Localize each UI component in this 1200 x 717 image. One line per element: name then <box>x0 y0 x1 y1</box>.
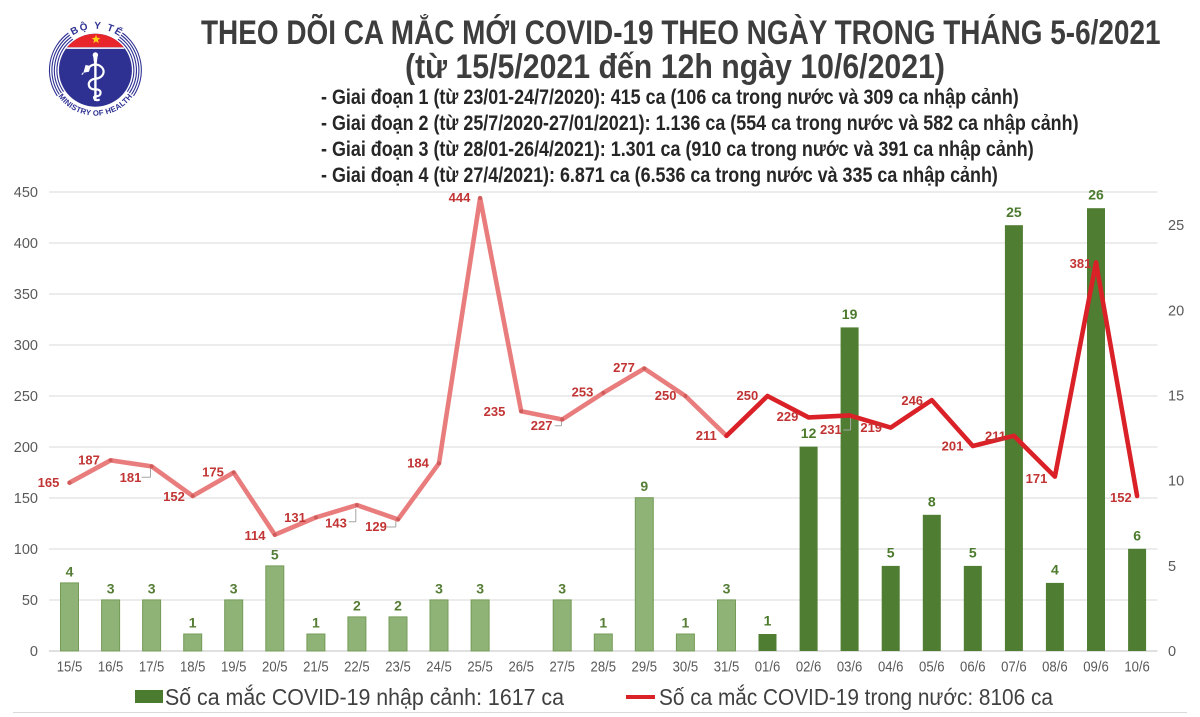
svg-text:15/5: 15/5 <box>57 660 83 676</box>
svg-text:3: 3 <box>435 580 443 596</box>
svg-text:16/5: 16/5 <box>98 660 124 676</box>
svg-text:231: 231 <box>820 422 842 437</box>
svg-text:219: 219 <box>860 420 882 435</box>
svg-text:3: 3 <box>723 580 731 596</box>
svg-text:181: 181 <box>120 470 142 485</box>
svg-text:25/5: 25/5 <box>467 660 493 676</box>
svg-text:3: 3 <box>558 580 566 596</box>
svg-text:3: 3 <box>148 580 156 596</box>
svg-text:12: 12 <box>801 425 817 441</box>
svg-text:100: 100 <box>14 542 38 558</box>
svg-text:3: 3 <box>230 580 238 596</box>
svg-text:114: 114 <box>245 528 267 543</box>
svg-text:25: 25 <box>1006 204 1022 220</box>
svg-text:227: 227 <box>531 418 553 433</box>
svg-text:184: 184 <box>407 456 429 471</box>
svg-text:250: 250 <box>737 388 759 403</box>
svg-text:201: 201 <box>942 439 964 454</box>
svg-text:1: 1 <box>764 613 772 629</box>
svg-text:15: 15 <box>1168 389 1184 405</box>
svg-text:1: 1 <box>312 615 320 631</box>
svg-text:50: 50 <box>22 593 38 609</box>
svg-text:152: 152 <box>1110 490 1132 505</box>
svg-text:171: 171 <box>1026 471 1048 486</box>
svg-text:06/6: 06/6 <box>960 660 986 676</box>
svg-text:250: 250 <box>14 389 38 405</box>
svg-text:2: 2 <box>353 597 361 613</box>
svg-text:150: 150 <box>14 491 38 507</box>
svg-text:0: 0 <box>30 644 38 660</box>
svg-text:131: 131 <box>284 510 306 525</box>
svg-text:21/5: 21/5 <box>303 660 329 676</box>
svg-text:26: 26 <box>1088 187 1104 203</box>
svg-text:444: 444 <box>449 190 471 205</box>
svg-text:0: 0 <box>1168 644 1176 660</box>
svg-text:3: 3 <box>476 580 484 596</box>
svg-text:5: 5 <box>969 544 977 560</box>
svg-text:08/6: 08/6 <box>1042 660 1068 676</box>
svg-text:22/5: 22/5 <box>344 660 370 676</box>
svg-text:211: 211 <box>985 429 1006 444</box>
svg-text:02/6: 02/6 <box>796 660 822 676</box>
svg-text:4: 4 <box>66 563 74 579</box>
svg-text:04/6: 04/6 <box>878 660 904 676</box>
svg-text:175: 175 <box>202 465 224 480</box>
svg-text:5: 5 <box>1168 559 1176 575</box>
svg-text:200: 200 <box>14 440 38 456</box>
svg-text:381: 381 <box>1070 256 1092 271</box>
svg-text:400: 400 <box>14 236 38 252</box>
svg-text:09/6: 09/6 <box>1083 660 1109 676</box>
svg-text:20/5: 20/5 <box>262 660 288 676</box>
svg-text:2: 2 <box>394 597 402 613</box>
svg-text:250: 250 <box>655 388 677 403</box>
svg-text:1: 1 <box>599 615 607 631</box>
svg-text:246: 246 <box>901 393 923 408</box>
svg-text:235: 235 <box>484 404 506 419</box>
svg-text:1: 1 <box>189 615 197 631</box>
svg-text:5: 5 <box>271 546 279 562</box>
svg-text:129: 129 <box>365 519 387 534</box>
svg-text:187: 187 <box>78 453 100 468</box>
svg-text:9: 9 <box>640 478 648 494</box>
svg-text:27/5: 27/5 <box>549 660 575 676</box>
svg-text:05/6: 05/6 <box>919 660 945 676</box>
svg-text:450: 450 <box>14 185 38 201</box>
svg-text:1: 1 <box>682 615 690 631</box>
svg-text:26/5: 26/5 <box>508 660 534 676</box>
svg-text:25: 25 <box>1168 218 1184 234</box>
svg-text:19: 19 <box>842 306 858 322</box>
svg-text:277: 277 <box>613 360 635 375</box>
svg-text:8: 8 <box>928 493 936 509</box>
svg-text:18/5: 18/5 <box>180 660 206 676</box>
svg-text:253: 253 <box>572 385 594 400</box>
svg-text:24/5: 24/5 <box>426 660 452 676</box>
svg-text:143: 143 <box>325 516 347 531</box>
svg-text:23/5: 23/5 <box>385 660 411 676</box>
svg-text:29/5: 29/5 <box>632 660 658 676</box>
svg-text:19/5: 19/5 <box>221 660 247 676</box>
svg-text:3: 3 <box>107 580 115 596</box>
svg-text:30/5: 30/5 <box>673 660 699 676</box>
svg-text:350: 350 <box>14 287 38 303</box>
svg-text:10/6: 10/6 <box>1124 660 1150 676</box>
svg-text:07/6: 07/6 <box>1001 660 1027 676</box>
svg-text:5: 5 <box>887 544 895 560</box>
svg-text:31/5: 31/5 <box>714 660 740 676</box>
svg-text:152: 152 <box>163 489 185 504</box>
svg-text:01/6: 01/6 <box>755 660 781 676</box>
svg-text:300: 300 <box>14 338 38 354</box>
svg-text:17/5: 17/5 <box>139 660 165 676</box>
svg-text:10: 10 <box>1168 474 1184 490</box>
svg-text:20: 20 <box>1168 303 1184 319</box>
svg-text:211: 211 <box>696 428 717 443</box>
svg-text:4: 4 <box>1051 561 1059 577</box>
svg-text:165: 165 <box>38 475 60 490</box>
svg-text:6: 6 <box>1133 527 1141 543</box>
svg-text:229: 229 <box>777 409 799 424</box>
svg-text:03/6: 03/6 <box>837 660 863 676</box>
svg-text:28/5: 28/5 <box>591 660 617 676</box>
